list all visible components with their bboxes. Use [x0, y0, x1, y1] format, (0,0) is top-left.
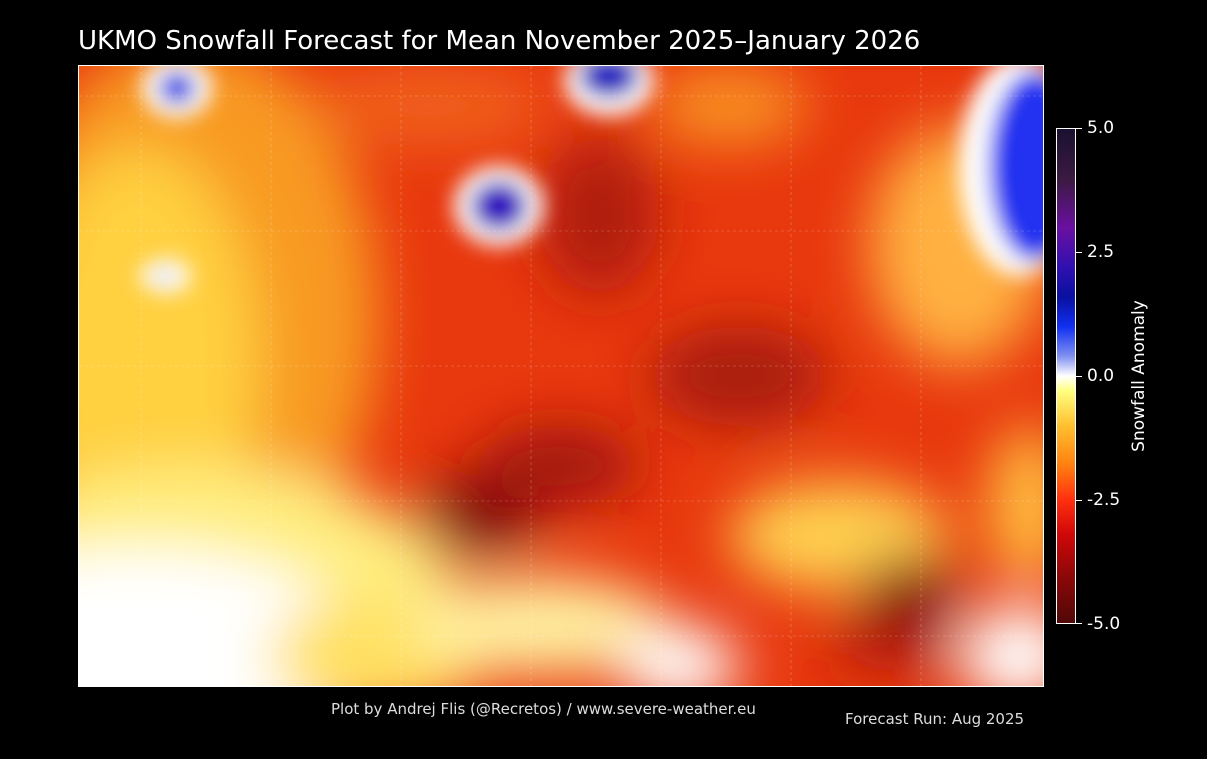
colorbar	[1056, 128, 1076, 624]
gridlines	[79, 66, 1043, 686]
forecast-run-text: Forecast Run: Aug 2025	[845, 710, 1025, 728]
colorbar-tick	[1076, 623, 1082, 624]
colorbar-tick-label: -2.5	[1087, 490, 1121, 510]
map-field	[79, 66, 1043, 686]
colorbar-tick	[1076, 128, 1082, 129]
colorbar-tick	[1076, 500, 1082, 501]
colorbar-tick-label: -5.0	[1087, 614, 1121, 634]
colorbar-tick-label: 0.0	[1087, 366, 1115, 386]
colorbar-label: Snowfall Anomaly	[1129, 300, 1149, 452]
map-title: UKMO Snowfall Forecast for Mean November…	[78, 26, 921, 56]
colorbar-tick-label: 2.5	[1087, 242, 1115, 262]
colorbar-tick-label: 5.0	[1087, 118, 1115, 138]
credit-text: Plot by Andrej Flis (@Recretos) / www.se…	[331, 700, 756, 718]
snowfall-anomaly-map	[78, 65, 1044, 687]
colorbar-tick	[1076, 252, 1082, 253]
colorbar-tick	[1076, 376, 1082, 377]
